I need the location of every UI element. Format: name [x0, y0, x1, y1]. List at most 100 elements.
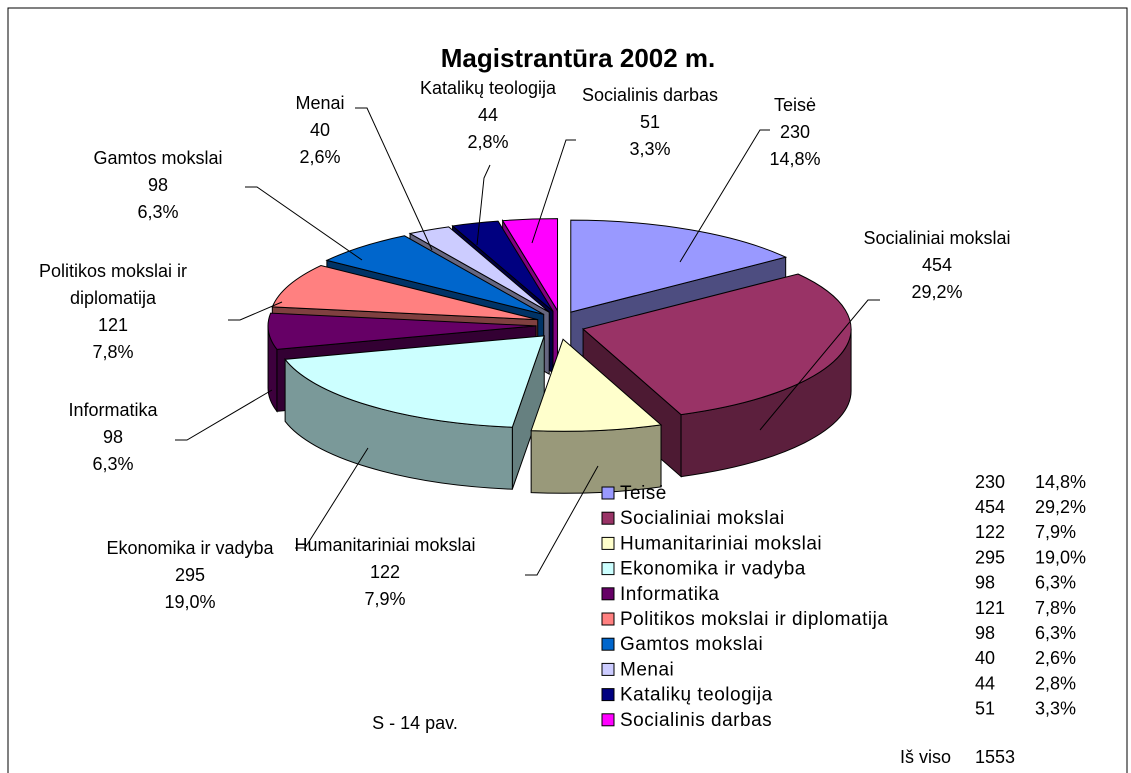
slice	[451, 220, 554, 312]
legend-value: 51	[975, 699, 995, 719]
legend-value: 98	[975, 573, 995, 593]
legend-label: Menai	[620, 659, 674, 680]
leader-line	[476, 164, 491, 246]
legend-label: Katalikų teologija	[620, 685, 773, 706]
leader-line	[525, 465, 599, 576]
leader-line	[679, 129, 770, 263]
leader-line	[245, 186, 363, 261]
legend-value: 454	[975, 497, 1005, 517]
legend-label: Informatika	[620, 584, 719, 605]
legend-value: 98	[975, 623, 995, 643]
label-name: Teisė	[773, 95, 817, 115]
label-name: Gamtos mokslai	[93, 148, 223, 168]
label-value: 98	[102, 427, 124, 447]
legend-percent: 29,2%	[1035, 497, 1086, 517]
label-value: 40	[309, 120, 331, 140]
legend-label: Politikos mokslai ir diplomatija	[620, 609, 888, 630]
data-label: Ekonomika ir vadyba 295 19,0%	[106, 535, 273, 616]
legend-swatch	[601, 612, 615, 626]
label-value: 454	[921, 255, 953, 275]
leader-line	[228, 301, 283, 321]
slice	[284, 335, 545, 428]
label-name: Menai	[295, 93, 345, 113]
slice	[570, 219, 788, 313]
legend-swatch	[601, 511, 615, 525]
leader-line	[295, 447, 369, 549]
slice	[408, 226, 550, 313]
label-value: 121	[97, 315, 129, 335]
label-percent: 3,3%	[629, 139, 671, 159]
frame	[7, 7, 1128, 773]
data-label: Socialinis darbas 51 3,3%	[582, 82, 718, 163]
legend-label: Gamtos mokslai	[620, 634, 763, 655]
label-percent: 29,2%	[911, 282, 963, 302]
slice	[530, 338, 663, 432]
legend-label: Socialinis darbas	[620, 710, 772, 731]
legend-swatch	[601, 562, 615, 576]
legend-swatch	[601, 713, 615, 727]
leader-line	[759, 299, 880, 431]
label-percent: 2,6%	[299, 147, 341, 167]
data-label: Menai 40 2,6%	[295, 90, 344, 171]
legend-label: Ekonomika ir vadyba	[620, 559, 806, 580]
legend-percent: 7,8%	[1035, 598, 1076, 618]
leader-line	[355, 107, 433, 251]
slice	[325, 235, 544, 315]
legend-swatch	[601, 688, 615, 702]
label-value: 51	[639, 112, 661, 132]
label-name: Socialinis darbas	[581, 85, 719, 105]
data-label: Gamtos mokslai 98 6,3%	[93, 145, 222, 226]
legend-swatch	[601, 637, 615, 651]
legend-label: Socialiniai mokslai	[620, 508, 785, 529]
label-name: Humanitariniai mokslai	[294, 535, 476, 555]
data-label: Informatika 98 6,3%	[68, 397, 157, 478]
label-value: 295	[174, 565, 206, 585]
label-name: Ekonomika ir vadyba	[106, 538, 274, 558]
legend-percent: 2,8%	[1035, 673, 1076, 693]
label-name: Politikos mokslai ir diplomatija	[38, 261, 188, 308]
legend-value: 230	[975, 472, 1005, 492]
leader-line	[175, 389, 273, 441]
label-value: 44	[477, 105, 499, 125]
label-percent: 7,9%	[364, 589, 406, 609]
label-percent: 14,8%	[769, 149, 821, 169]
legend-percent: 6,3%	[1035, 573, 1076, 593]
caption: S - 14 pav.	[372, 713, 458, 733]
slice	[267, 312, 537, 350]
label-value: 122	[369, 562, 401, 582]
legend-swatch	[601, 662, 615, 676]
data-label: Humanitariniai mokslai 122 7,9%	[294, 532, 475, 613]
total-label: Iš viso	[900, 747, 951, 767]
slice	[501, 218, 559, 313]
legend-value: 295	[975, 547, 1005, 567]
data-label: Katalikų teologija 44 2,8%	[420, 75, 556, 156]
label-name: Katalikų teologija	[419, 78, 557, 98]
chart-title: Magistrantūra 2002 m.	[441, 43, 716, 73]
data-label: Politikos mokslai ir diplomatija 121 7,8%	[18, 258, 208, 366]
legend-percent: 3,3%	[1035, 699, 1076, 719]
label-percent: 6,3%	[92, 454, 134, 474]
label-percent: 19,0%	[164, 592, 216, 612]
data-label: Teisė 230 14,8%	[769, 92, 820, 173]
legend-label: Teisė	[620, 483, 667, 504]
label-percent: 2,8%	[467, 132, 509, 152]
label-percent: 6,3%	[137, 202, 179, 222]
legend-percent: 7,9%	[1035, 522, 1076, 542]
legend-value: 44	[975, 673, 995, 693]
legend-value: 121	[975, 598, 1005, 618]
legend-percent: 19,0%	[1035, 547, 1086, 567]
legend-swatch	[601, 536, 615, 550]
legend-percent: 2,6%	[1035, 648, 1076, 668]
total: 1553	[975, 747, 1015, 767]
legend-value: 122	[975, 522, 1005, 542]
leader-line	[531, 139, 576, 244]
label-value: 230	[779, 122, 811, 142]
legend-swatch	[601, 486, 615, 500]
legend-value: 40	[975, 648, 995, 668]
label-percent: 7,8%	[92, 342, 134, 362]
slice	[582, 273, 852, 416]
legend-label: Humanitariniai mokslai	[620, 533, 822, 554]
label-name: Informatika	[68, 400, 158, 420]
